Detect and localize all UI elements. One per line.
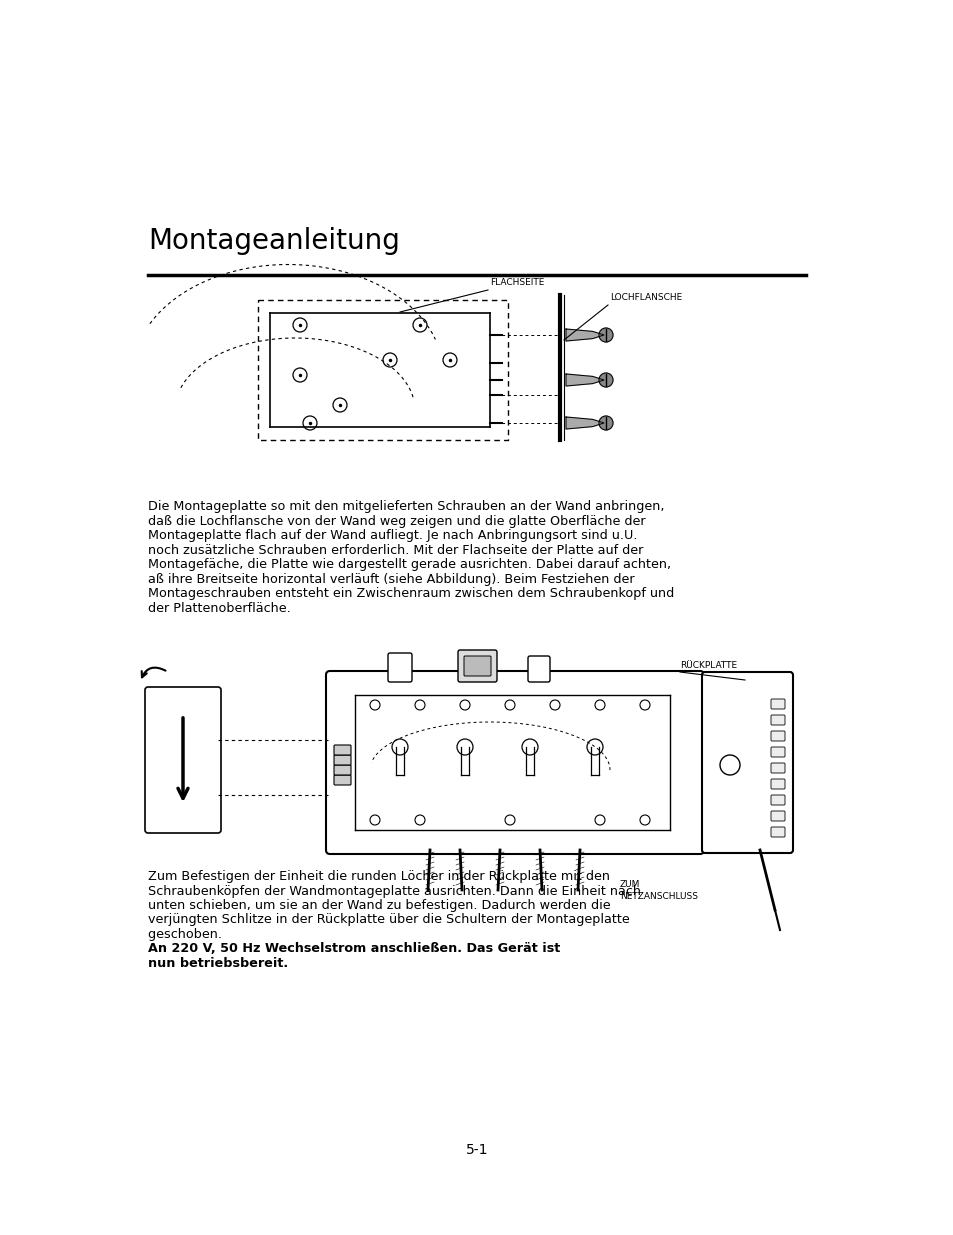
Text: geschoben.: geschoben. bbox=[148, 927, 226, 941]
Text: nun betriebsbereit.: nun betriebsbereit. bbox=[148, 957, 288, 969]
Polygon shape bbox=[565, 329, 603, 341]
Text: 5-1: 5-1 bbox=[465, 1144, 488, 1157]
Circle shape bbox=[598, 329, 613, 342]
FancyBboxPatch shape bbox=[527, 656, 550, 682]
FancyBboxPatch shape bbox=[388, 653, 412, 682]
FancyBboxPatch shape bbox=[463, 656, 491, 676]
Text: Montageplatte flach auf der Wand aufliegt. Je nach Anbringungsort sind u.U.: Montageplatte flach auf der Wand auflieg… bbox=[148, 529, 637, 542]
FancyBboxPatch shape bbox=[701, 672, 792, 853]
Text: noch zusätzliche Schrauben erforderlich. Mit der Flachseite der Platte auf der: noch zusätzliche Schrauben erforderlich.… bbox=[148, 543, 642, 557]
Text: daß die Lochflansche von der Wand weg zeigen und die glatte Oberfläche der: daß die Lochflansche von der Wand weg ze… bbox=[148, 515, 645, 527]
Text: Die Montageplatte so mit den mitgelieferten Schrauben an der Wand anbringen,: Die Montageplatte so mit den mitgeliefer… bbox=[148, 500, 664, 513]
FancyBboxPatch shape bbox=[334, 755, 351, 764]
Text: LOCHFLANSCHE: LOCHFLANSCHE bbox=[609, 293, 681, 303]
Polygon shape bbox=[565, 374, 603, 387]
Text: Montageschrauben entsteht ein Zwischenraum zwischen dem Schraubenkopf und: Montageschrauben entsteht ein Zwischenra… bbox=[148, 587, 674, 600]
Text: NETZANSCHLUSS: NETZANSCHLUSS bbox=[619, 892, 698, 902]
Text: ZUM: ZUM bbox=[619, 881, 639, 889]
FancyBboxPatch shape bbox=[457, 650, 497, 682]
FancyBboxPatch shape bbox=[770, 763, 784, 773]
Text: aß ihre Breitseite horizontal verläuft (siehe Abbildung). Beim Festziehen der: aß ihre Breitseite horizontal verläuft (… bbox=[148, 573, 634, 585]
Text: Montagefäche, die Platte wie dargestellt gerade ausrichten. Dabei darauf achten,: Montagefäche, die Platte wie dargestellt… bbox=[148, 558, 670, 571]
Circle shape bbox=[598, 416, 613, 430]
FancyBboxPatch shape bbox=[770, 731, 784, 741]
FancyBboxPatch shape bbox=[770, 827, 784, 837]
Text: Schraubenköpfen der Wandmontageplatte ausrichten. Dann die Einheit nach: Schraubenköpfen der Wandmontageplatte au… bbox=[148, 884, 640, 898]
FancyBboxPatch shape bbox=[770, 795, 784, 805]
Text: unten schieben, um sie an der Wand zu befestigen. Dadurch werden die: unten schieben, um sie an der Wand zu be… bbox=[148, 899, 610, 911]
Text: der Plattenoberfläche.: der Plattenoberfläche. bbox=[148, 601, 291, 615]
Text: verjüngten Schlitze in der Rückplatte über die Schultern der Montageplatte: verjüngten Schlitze in der Rückplatte üb… bbox=[148, 914, 629, 926]
Text: An 220 V, 50 Hz Wechselstrom anschließen. Das Gerät ist: An 220 V, 50 Hz Wechselstrom anschließen… bbox=[148, 942, 559, 956]
FancyBboxPatch shape bbox=[770, 811, 784, 821]
Text: Montageanleitung: Montageanleitung bbox=[148, 227, 399, 254]
FancyBboxPatch shape bbox=[770, 747, 784, 757]
Text: Zum Befestigen der Einheit die runden Löcher in der Rückplatte mit den: Zum Befestigen der Einheit die runden Lö… bbox=[148, 869, 609, 883]
Text: RÜCKPLATTE: RÜCKPLATTE bbox=[679, 661, 737, 671]
Polygon shape bbox=[565, 417, 603, 429]
Circle shape bbox=[598, 373, 613, 387]
Text: FLACHSEITE: FLACHSEITE bbox=[490, 278, 544, 287]
FancyBboxPatch shape bbox=[770, 715, 784, 725]
FancyBboxPatch shape bbox=[334, 764, 351, 776]
FancyBboxPatch shape bbox=[145, 687, 221, 832]
FancyBboxPatch shape bbox=[770, 699, 784, 709]
FancyBboxPatch shape bbox=[326, 671, 703, 853]
FancyBboxPatch shape bbox=[334, 745, 351, 755]
FancyBboxPatch shape bbox=[334, 776, 351, 785]
FancyBboxPatch shape bbox=[770, 779, 784, 789]
